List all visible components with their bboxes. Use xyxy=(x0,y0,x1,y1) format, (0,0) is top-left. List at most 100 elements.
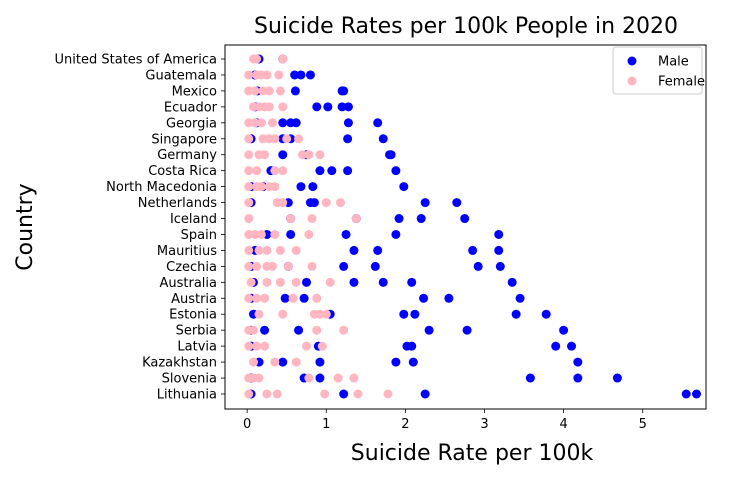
point-female-australia-71 xyxy=(291,277,301,287)
point-female-slovenia-97 xyxy=(254,373,264,383)
point-male-ecuador-13 xyxy=(337,102,347,112)
y-tick-label-singapore: Singapore xyxy=(151,132,217,147)
point-female-singapore-26 xyxy=(282,134,292,144)
point-female-mexico-9 xyxy=(250,86,260,96)
point-male-guatemala-3 xyxy=(290,70,300,80)
point-male-ecuador-12 xyxy=(323,102,333,112)
point-female-iceland-50 xyxy=(307,214,317,224)
y-tick-label-latvia: Latvia xyxy=(177,340,217,355)
point-female-latvia-90 xyxy=(301,341,311,351)
point-male-ecuador-14 xyxy=(343,102,353,112)
point-female-latvia-91 xyxy=(317,341,327,351)
point-male-serbia-86 xyxy=(260,325,270,335)
point-female-estonia-81 xyxy=(315,309,325,319)
point-female-mauritius-57 xyxy=(244,245,254,255)
point-female-austria-74 xyxy=(252,293,262,303)
point-female-north-macedonia-40 xyxy=(256,182,266,192)
y-tick-label-spain: Spain xyxy=(181,228,217,243)
point-male-austria-78 xyxy=(515,293,525,303)
point-female-singapore-22 xyxy=(244,134,254,144)
point-female-united-states-of-america-1 xyxy=(252,54,262,64)
plot-frame xyxy=(224,44,707,410)
point-female-austria-73 xyxy=(244,293,254,303)
point-female-australia-72 xyxy=(325,277,335,287)
point-female-lithuania-101 xyxy=(244,389,254,399)
y-axis-label: Country xyxy=(13,183,38,270)
point-male-spain-55 xyxy=(494,229,504,239)
point-male-serbia-89 xyxy=(462,325,472,335)
point-male-australia-72 xyxy=(507,277,517,287)
point-female-singapore-27 xyxy=(294,134,304,144)
y-tick-label-austria: Austria xyxy=(171,292,217,307)
point-female-netherlands-47 xyxy=(336,198,346,208)
point-male-kazakhstan-98 xyxy=(278,357,288,367)
point-female-serbia-84 xyxy=(248,325,258,335)
point-female-australia-69 xyxy=(262,277,272,287)
point-female-kazakhstan-93 xyxy=(270,357,280,367)
point-male-germany-26 xyxy=(278,150,288,160)
point-female-mauritius-58 xyxy=(254,245,264,255)
point-male-guatemala-4 xyxy=(296,70,306,80)
point-female-iceland-49 xyxy=(286,214,296,224)
y-tick-label-north-macedonia: North Macedonia xyxy=(106,180,217,195)
legend: Male Female xyxy=(612,46,705,95)
point-male-netherlands-45 xyxy=(452,198,462,208)
point-male-mexico-9 xyxy=(339,86,349,96)
x-tick-label-3: 3 xyxy=(480,417,488,432)
point-male-iceland-50 xyxy=(460,214,470,224)
point-female-lithuania-105 xyxy=(353,389,363,399)
y-tick-label-germany: Germany xyxy=(157,148,217,163)
point-female-iceland-51 xyxy=(351,214,361,224)
point-male-austria-76 xyxy=(419,293,429,303)
point-female-ecuador-17 xyxy=(278,102,288,112)
point-female-singapore-25 xyxy=(270,134,280,144)
point-female-costa-rica-35 xyxy=(252,166,262,176)
point-female-spain-52 xyxy=(244,229,254,239)
series-female xyxy=(244,54,393,399)
point-male-latvia-96 xyxy=(567,341,577,351)
point-female-georgia-18 xyxy=(244,118,254,128)
y-tick-label-czechia: Czechia xyxy=(166,260,217,275)
point-male-iceland-49 xyxy=(416,214,426,224)
point-female-netherlands-45 xyxy=(278,198,288,208)
point-male-lithuania-110 xyxy=(339,389,349,399)
point-female-slovenia-99 xyxy=(333,373,343,383)
point-male-austria-74 xyxy=(280,293,290,303)
point-male-mauritius-60 xyxy=(494,245,504,255)
point-female-estonia-78 xyxy=(254,309,264,319)
x-axis-label: Suicide Rate per 100k xyxy=(351,441,594,466)
y-tick-label-mexico: Mexico xyxy=(172,84,217,99)
point-male-czechia-64 xyxy=(370,261,380,271)
point-female-lithuania-102 xyxy=(262,389,272,399)
point-male-lithuania-113 xyxy=(692,389,702,399)
point-male-estonia-82 xyxy=(410,309,420,319)
y-tick-label-australia: Australia xyxy=(159,276,217,291)
point-female-georgia-20 xyxy=(256,118,266,128)
point-male-mauritius-58 xyxy=(373,245,383,255)
point-male-georgia-20 xyxy=(373,118,383,128)
point-female-germany-32 xyxy=(304,150,314,160)
y-tick-label-mauritius: Mauritius xyxy=(157,244,217,259)
legend-male-marker xyxy=(627,56,637,66)
point-male-serbia-87 xyxy=(294,325,304,335)
point-female-austria-76 xyxy=(288,293,298,303)
y-tick-label-estonia: Estonia xyxy=(169,308,217,323)
point-male-lithuania-111 xyxy=(420,389,430,399)
point-male-singapore-24 xyxy=(343,134,353,144)
y-tick-label-kazakhstan: Kazakhstan xyxy=(142,356,217,371)
point-female-georgia-19 xyxy=(250,118,260,128)
point-male-north-macedonia-37 xyxy=(296,182,306,192)
legend-female-marker xyxy=(627,76,637,86)
point-female-lithuania-103 xyxy=(272,389,282,399)
point-male-australia-70 xyxy=(378,277,388,287)
point-female-spain-54 xyxy=(256,229,266,239)
point-female-germany-33 xyxy=(315,150,325,160)
point-female-austria-77 xyxy=(312,293,322,303)
y-tick-label-netherlands: Netherlands xyxy=(138,196,217,211)
point-female-mauritius-60 xyxy=(275,245,285,255)
point-male-kazakhstan-101 xyxy=(408,357,418,367)
point-male-kazakhstan-100 xyxy=(391,357,401,367)
point-female-north-macedonia-42 xyxy=(270,182,280,192)
point-female-serbia-86 xyxy=(339,325,349,335)
